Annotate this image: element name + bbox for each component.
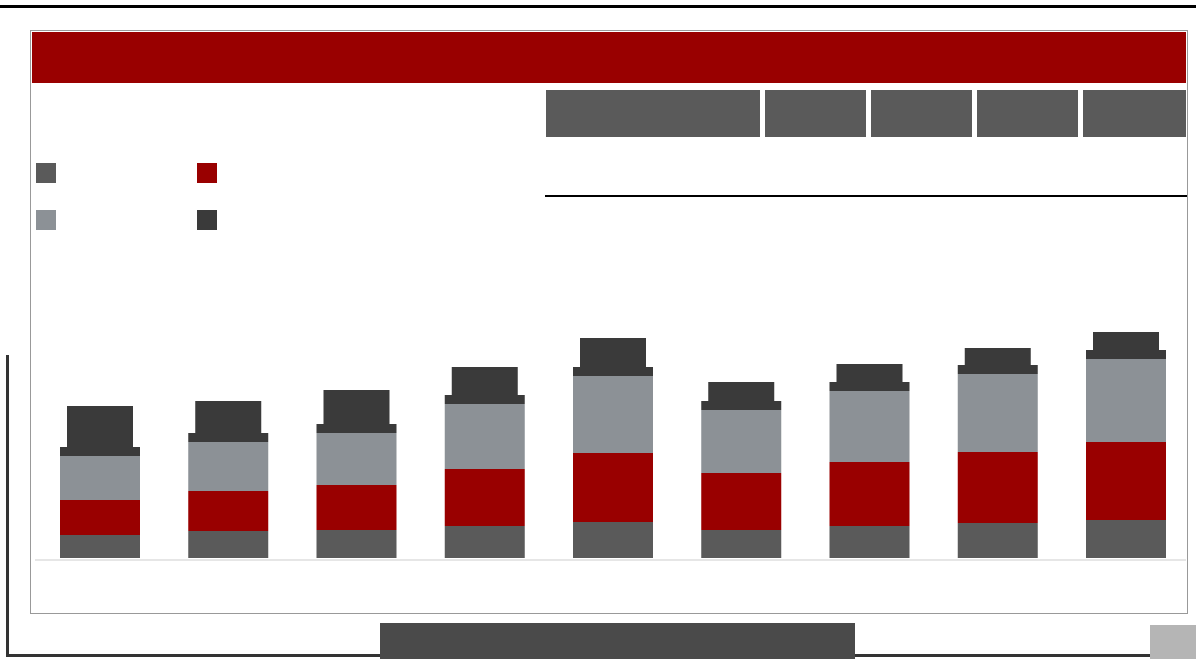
bar-segment <box>60 535 140 558</box>
bar-segment <box>829 462 910 526</box>
bar-segment <box>60 456 140 500</box>
bar-segment <box>573 338 653 376</box>
bar-segment <box>1086 332 1166 359</box>
bar-segment <box>1086 442 1166 520</box>
bar-segment <box>573 453 653 522</box>
bar-segment <box>316 433 397 485</box>
legend-swatch <box>36 163 56 183</box>
top-rule <box>0 5 1196 8</box>
legend-swatch <box>36 210 56 230</box>
table-header <box>546 90 1186 137</box>
legend-swatch <box>197 163 217 183</box>
bar-segment <box>60 500 140 535</box>
bar-segment <box>316 485 397 530</box>
bar-segment <box>573 522 653 558</box>
table-header-cell <box>765 90 866 137</box>
bar-segment <box>188 401 269 442</box>
bar-segment <box>829 364 910 391</box>
bar-segment <box>701 530 782 558</box>
bar-segment <box>316 530 397 558</box>
bar-segment <box>573 376 653 453</box>
bar-segment <box>701 410 782 473</box>
bar-segment <box>957 523 1038 558</box>
bar-segment <box>60 406 140 456</box>
header-bar <box>32 32 1186 83</box>
table-rule <box>545 195 1187 197</box>
footer-button[interactable] <box>1150 625 1196 659</box>
bar-segment <box>188 531 269 558</box>
bar-segment <box>316 390 397 433</box>
bar-segment <box>188 442 269 491</box>
bar-segment <box>444 367 525 404</box>
bar-segment <box>957 374 1038 452</box>
bar-segment <box>444 526 525 558</box>
plot <box>35 163 1186 561</box>
table-header-cell <box>1083 90 1186 137</box>
bar-segment <box>701 382 782 410</box>
legend-swatch <box>197 210 217 230</box>
bar-segment <box>957 452 1038 523</box>
bar-segment <box>829 526 910 558</box>
bar-segment <box>188 491 269 531</box>
bar-segment <box>1086 359 1166 442</box>
table-header-cell <box>871 90 972 137</box>
table-header-cell <box>546 90 760 137</box>
bar-segment <box>829 391 910 462</box>
bar-segment <box>444 404 525 469</box>
bar-segment <box>701 473 782 530</box>
table-header-cell <box>977 90 1078 137</box>
bar-segment <box>444 469 525 526</box>
bracket-vertical <box>6 355 9 657</box>
bar-segment <box>957 348 1038 374</box>
footer-tab[interactable] <box>380 623 855 659</box>
bar-segment <box>1086 520 1166 558</box>
